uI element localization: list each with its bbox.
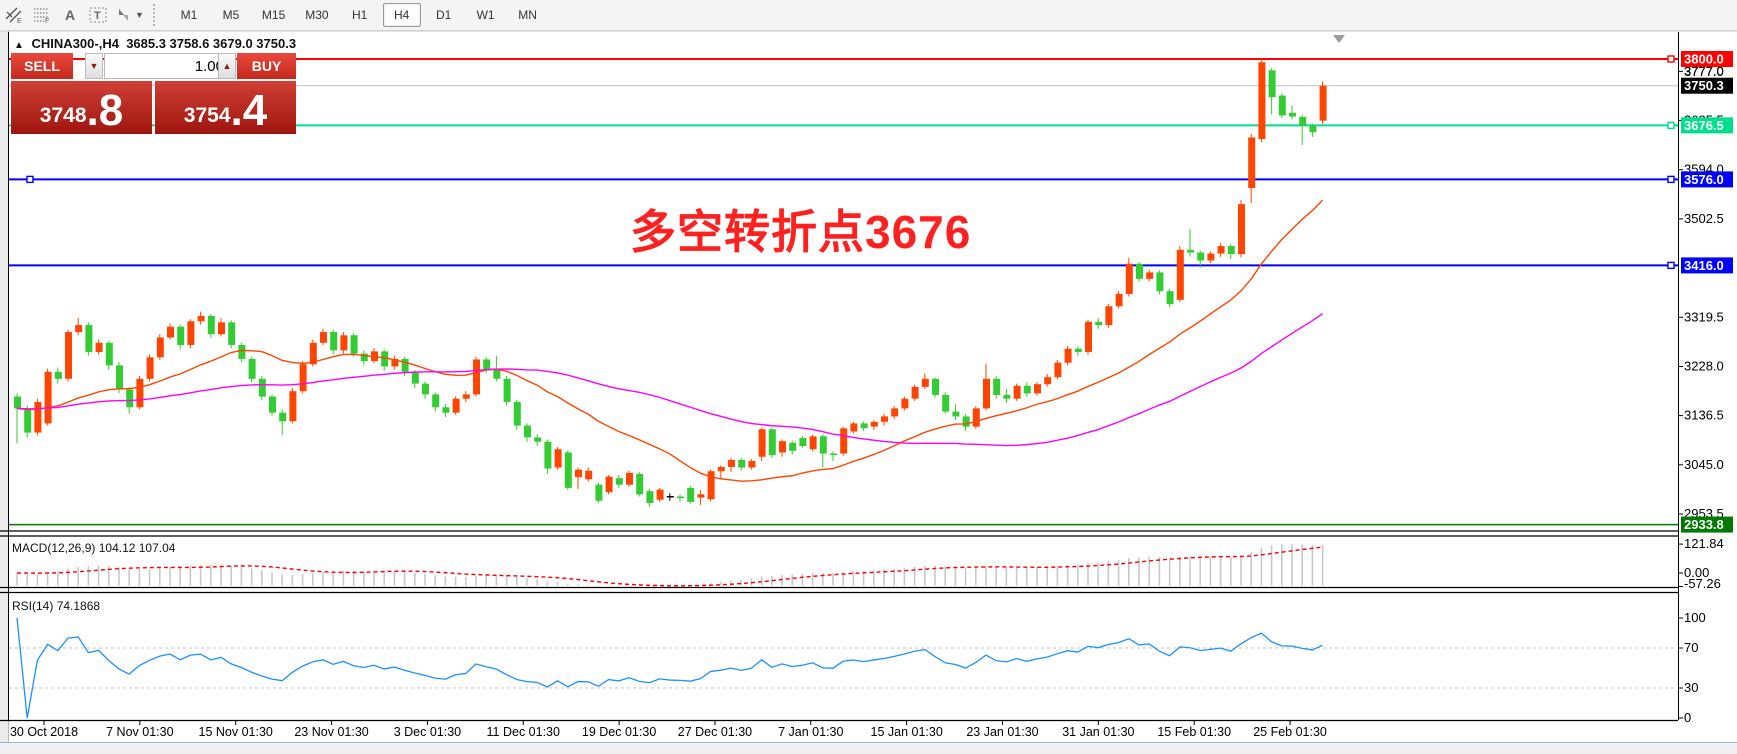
svg-text:7 Nov 01:30: 7 Nov 01:30 bbox=[106, 725, 173, 739]
svg-text:-57.26: -57.26 bbox=[1684, 576, 1721, 591]
window-bottom-frame bbox=[0, 742, 1737, 754]
svg-text:19 Dec 01:30: 19 Dec 01:30 bbox=[582, 725, 656, 739]
bid-fraction-digit: .8 bbox=[86, 86, 124, 135]
svg-text:0.00: 0.00 bbox=[1684, 565, 1709, 580]
svg-text:27 Dec 01:30: 27 Dec 01:30 bbox=[678, 725, 752, 739]
svg-text:3800.0: 3800.0 bbox=[1684, 52, 1724, 67]
svg-text:23 Jan 01:30: 23 Jan 01:30 bbox=[966, 725, 1038, 739]
one-click-trading-panel: SELL ▼ ▲ BUY 3748 .8 3754 .4 bbox=[11, 53, 296, 134]
svg-text:15 Feb 01:30: 15 Feb 01:30 bbox=[1157, 725, 1231, 739]
macd-pane bbox=[16, 543, 1324, 587]
svg-text:23 Nov 01:30: 23 Nov 01:30 bbox=[294, 725, 368, 739]
volume-decrease-button[interactable]: ▼ bbox=[85, 53, 103, 79]
timeframe-button-M15[interactable]: M15 bbox=[261, 8, 286, 22]
svg-text:3045.0: 3045.0 bbox=[1684, 457, 1724, 472]
svg-text:T: T bbox=[94, 10, 101, 22]
text-label-icon[interactable]: T bbox=[86, 3, 110, 27]
timeframe-button-M30[interactable]: M30 bbox=[305, 8, 329, 22]
equidistant-channel-icon[interactable]: E bbox=[2, 3, 26, 27]
timeframe-button-H4[interactable]: H4 bbox=[382, 3, 421, 27]
timeframe-group: M1 M5 M15 M30 H1 H4 D1 W1 MN bbox=[168, 3, 549, 27]
volume-increase-button[interactable]: ▲ bbox=[218, 53, 236, 79]
svg-text:2933.8: 2933.8 bbox=[1684, 517, 1724, 532]
fibonacci-icon[interactable]: F bbox=[30, 3, 54, 27]
toolbar-separator bbox=[152, 4, 162, 26]
svg-text:15 Jan 01:30: 15 Jan 01:30 bbox=[871, 725, 943, 739]
svg-text:3777.0: 3777.0 bbox=[1684, 64, 1724, 79]
timeframe-button-M1[interactable]: M1 bbox=[180, 8, 198, 22]
ask-main-digits: 3754 bbox=[183, 104, 231, 127]
svg-text:30: 30 bbox=[1684, 680, 1698, 695]
moving-averages bbox=[16, 199, 1324, 482]
sell-button[interactable]: SELL bbox=[11, 53, 73, 79]
symbol-period-label: CHINA300-,H4 bbox=[31, 36, 119, 51]
volume-input[interactable] bbox=[104, 53, 231, 79]
shapes-icon[interactable]: ▼ bbox=[114, 3, 145, 27]
ask-price-display[interactable]: 3754 .4 bbox=[155, 81, 296, 134]
svg-text:3576.0: 3576.0 bbox=[1684, 172, 1724, 187]
svg-text:7 Jan 01:30: 7 Jan 01:30 bbox=[778, 725, 843, 739]
chart-annotation-text: 多空转折点3676 bbox=[630, 206, 972, 258]
rsi-pane bbox=[9, 617, 1678, 719]
svg-text:3416.0: 3416.0 bbox=[1684, 258, 1724, 273]
timeframe-button-M5[interactable]: M5 bbox=[222, 8, 240, 22]
timeframe-button-W1[interactable]: W1 bbox=[476, 8, 495, 22]
svg-text:25 Feb 01:30: 25 Feb 01:30 bbox=[1253, 725, 1327, 739]
svg-text:3319.5: 3319.5 bbox=[1684, 309, 1724, 324]
buy-button[interactable]: BUY bbox=[237, 53, 296, 79]
svg-text:3676.5: 3676.5 bbox=[1684, 118, 1724, 133]
svg-text:11 Dec 01:30: 11 Dec 01:30 bbox=[487, 725, 560, 739]
rsi-indicator-label: RSI(14) 74.1868 bbox=[12, 599, 101, 613]
price-axis: 3777.03685.53594.03502.53319.53228.03136… bbox=[1678, 51, 1733, 725]
svg-text:F: F bbox=[45, 18, 49, 24]
time-axis: 30 Oct 2018 7 Nov 01:30 15 Nov 01:30 23 Nov… bbox=[10, 721, 1327, 739]
svg-text:15 Nov 01:30: 15 Nov 01:30 bbox=[199, 725, 273, 739]
ask-fraction-digit: .4 bbox=[230, 86, 268, 135]
ohlc-values: 3685.3 3758.6 3679.0 3750.3 bbox=[126, 36, 297, 51]
svg-text:100: 100 bbox=[1684, 610, 1706, 625]
chart-title: ▲ CHINA300-,H4 3685.3 3758.6 3679.0 3750… bbox=[14, 36, 296, 51]
price-badge bbox=[1681, 516, 1733, 533]
text-icon[interactable]: A bbox=[64, 7, 76, 23]
price-badge bbox=[1681, 117, 1733, 134]
price-badge bbox=[1681, 51, 1733, 67]
timeframe-button-D1[interactable]: D1 bbox=[435, 8, 452, 22]
svg-text:30 Oct 2018: 30 Oct 2018 bbox=[10, 725, 78, 739]
price-badge bbox=[1681, 257, 1733, 274]
bid-price-display[interactable]: 3748 .8 bbox=[11, 81, 152, 134]
svg-text:121.84: 121.84 bbox=[1684, 536, 1724, 551]
svg-text:31 Jan 01:30: 31 Jan 01:30 bbox=[1062, 725, 1134, 739]
svg-text:3 Dec 01:30: 3 Dec 01:30 bbox=[394, 725, 461, 739]
svg-text:E: E bbox=[17, 18, 22, 24]
dropdown-caret-icon: ▼ bbox=[135, 10, 144, 20]
svg-text:3228.0: 3228.0 bbox=[1684, 358, 1724, 373]
svg-text:70: 70 bbox=[1684, 640, 1698, 655]
svg-text:3136.5: 3136.5 bbox=[1684, 408, 1724, 423]
svg-text:0: 0 bbox=[1684, 710, 1691, 725]
chart-shift-marker-icon[interactable] bbox=[1333, 35, 1345, 43]
svg-text:3777.0: 3777.0 bbox=[1684, 63, 1724, 78]
toolbar: E F A T ▼ M1 M5 M15 M30 H1 H4 D1 W1 MN bbox=[0, 0, 1737, 31]
svg-text:3750.3: 3750.3 bbox=[1684, 78, 1724, 93]
price-badge bbox=[1681, 77, 1733, 94]
timeframe-button-MN[interactable]: MN bbox=[518, 8, 537, 22]
collapse-triangle-icon[interactable]: ▲ bbox=[14, 40, 24, 51]
price-badge bbox=[1681, 171, 1733, 188]
macd-indicator-label: MACD(12,26,9) 104.12 107.04 bbox=[12, 541, 176, 555]
timeframe-button-H1[interactable]: H1 bbox=[351, 8, 368, 22]
bid-main-digits: 3748 bbox=[39, 104, 87, 127]
svg-text:3502.5: 3502.5 bbox=[1684, 211, 1724, 226]
